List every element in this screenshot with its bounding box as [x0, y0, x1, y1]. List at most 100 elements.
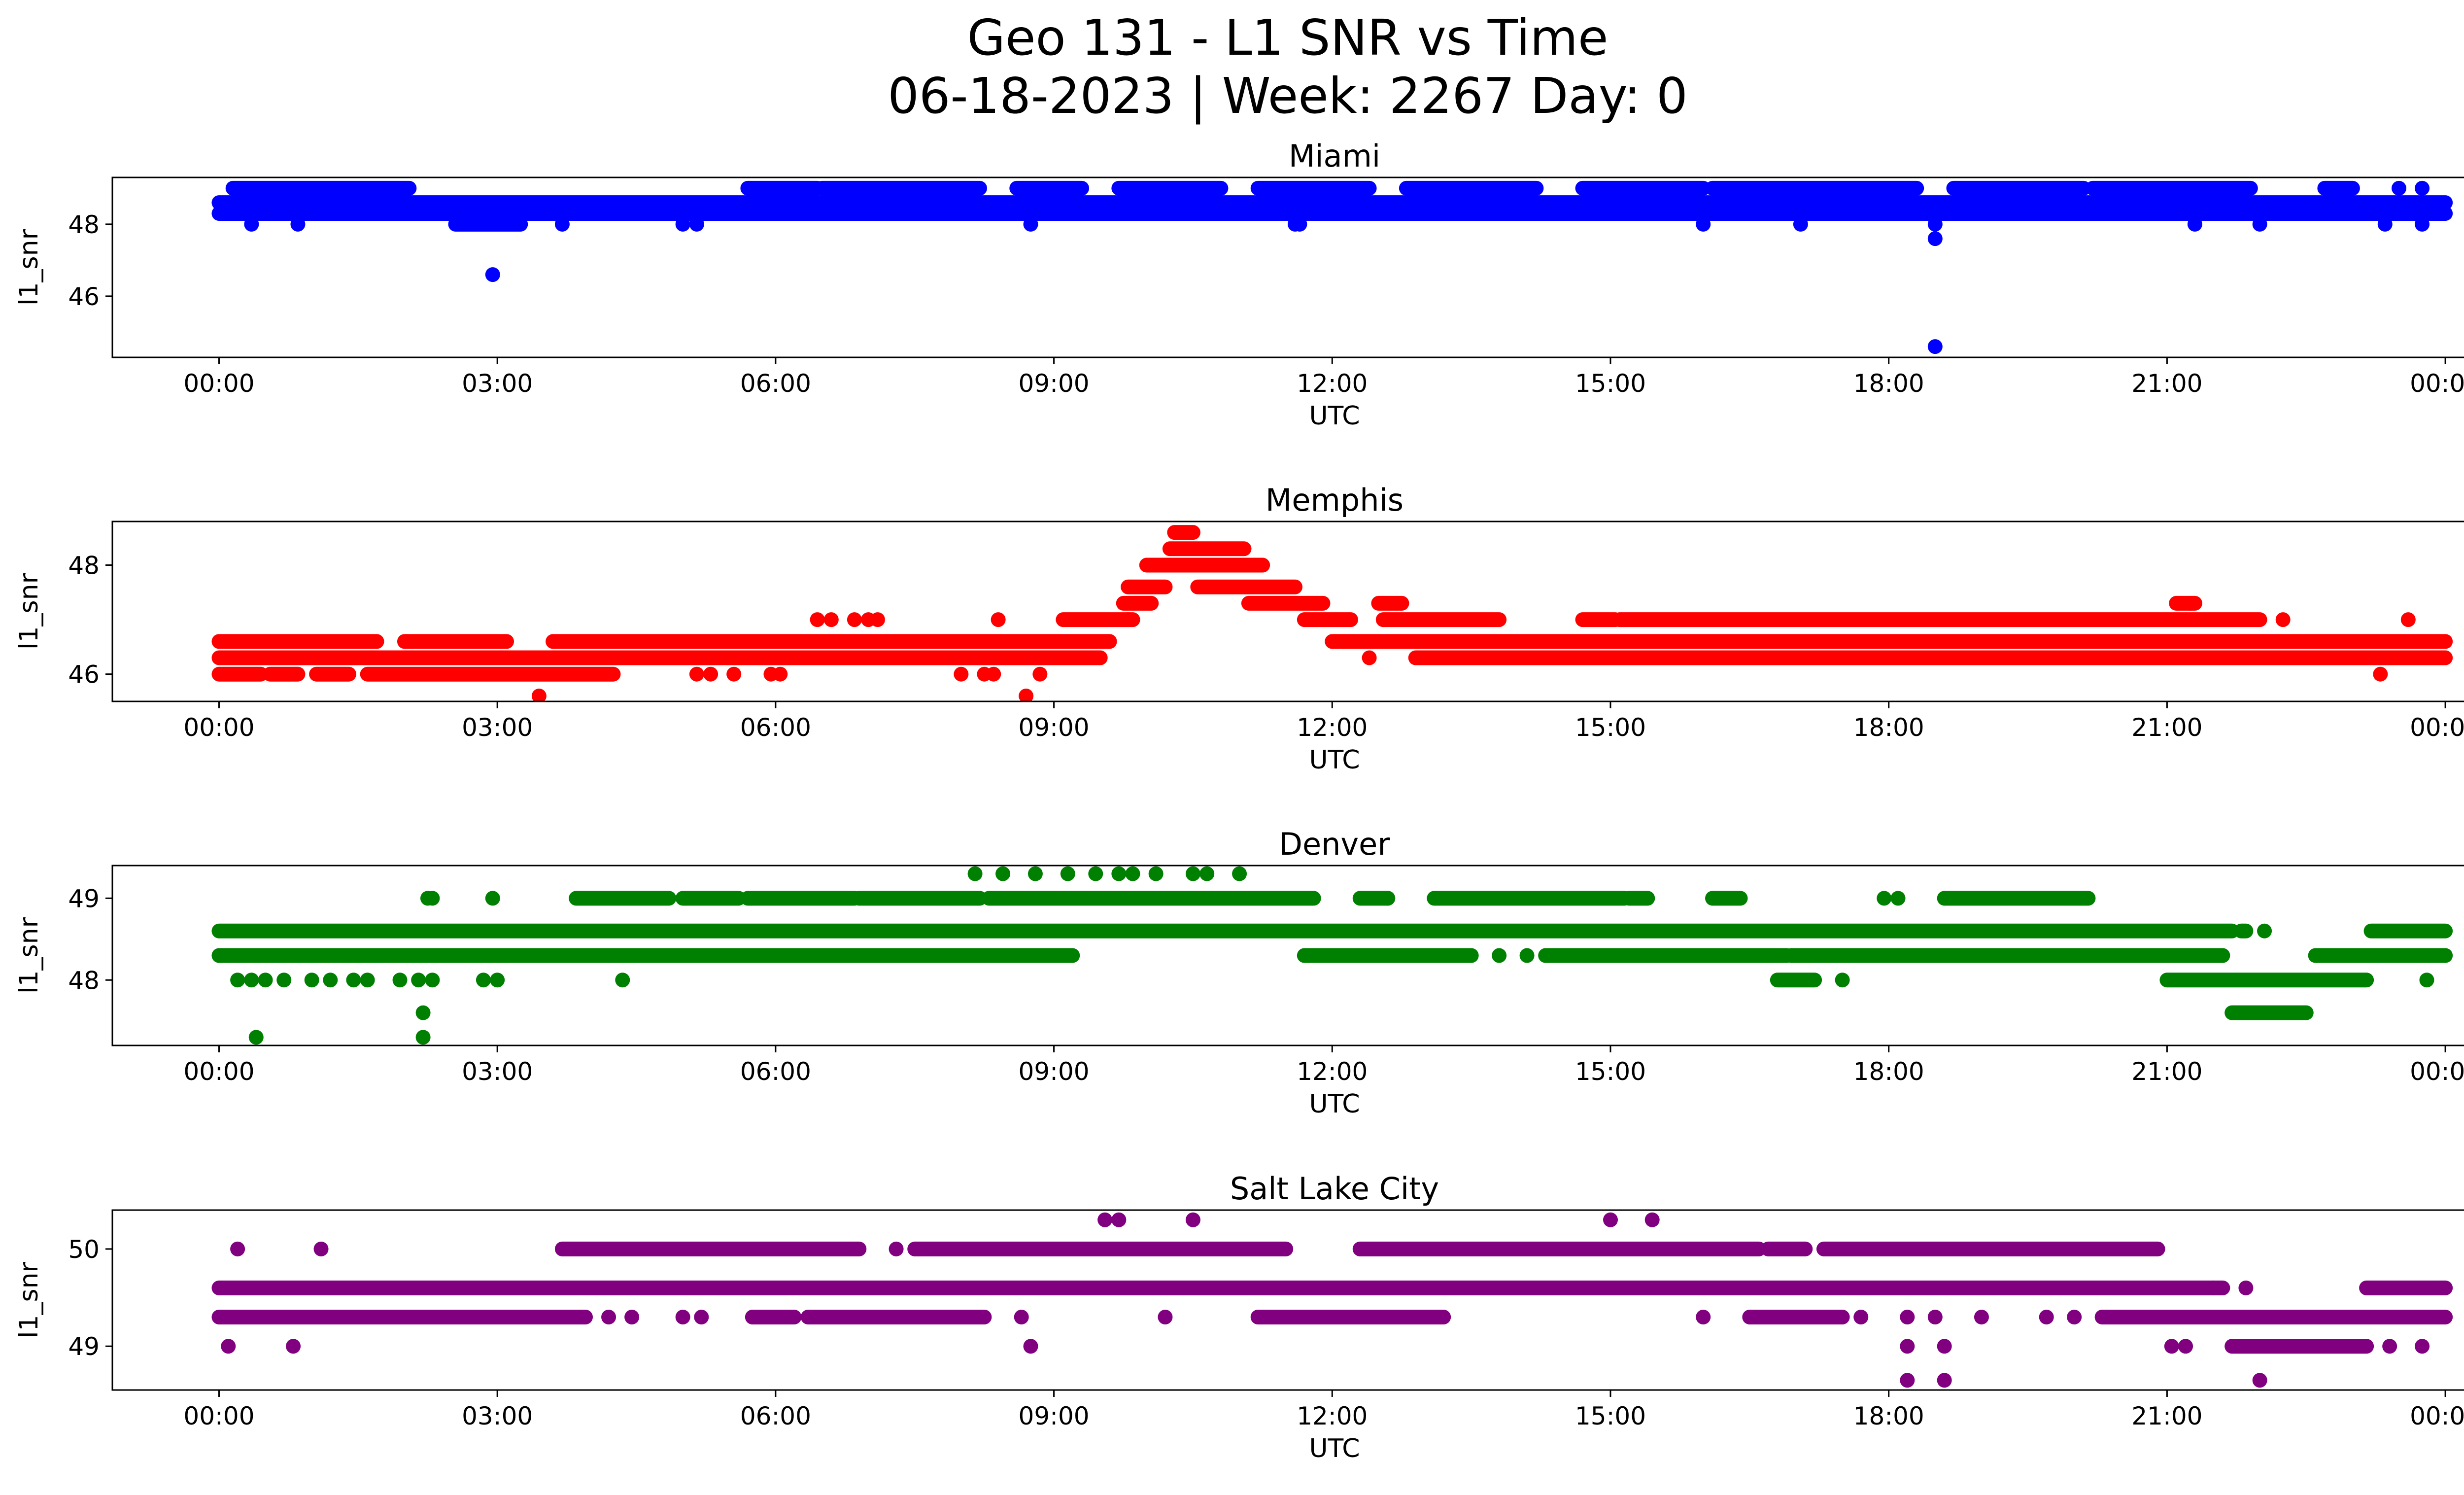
data-point	[290, 216, 306, 232]
data-point	[1023, 1339, 1038, 1354]
data-point	[1292, 216, 1307, 232]
data-point	[1927, 231, 1943, 246]
data-point	[1927, 216, 1943, 232]
data-point	[2187, 216, 2202, 232]
subplot-title: Salt Lake City	[1230, 1171, 1439, 1207]
x-tick-label: 15:00	[1575, 713, 1646, 742]
scatter-series	[211, 1212, 2453, 1388]
data-point	[2164, 1339, 2179, 1354]
x-tick-label: 21:00	[2131, 1057, 2202, 1086]
data-point	[1900, 1373, 1915, 1388]
figure-title-line-2: 06-18-2023 | Week: 2267 Day: 0	[888, 67, 1688, 125]
data-point	[2183, 595, 2198, 611]
data-point	[2275, 612, 2291, 627]
scatter-series	[211, 180, 2453, 354]
data-point	[1232, 866, 1247, 881]
x-tick-label: 09:00	[1019, 1402, 1090, 1430]
data-point	[1890, 891, 1906, 906]
data-point	[1014, 1310, 1029, 1325]
data-point	[230, 1241, 245, 1256]
plot-frame	[111, 1209, 2464, 1391]
data-point	[1380, 891, 1396, 906]
x-tick-label: 00:00	[183, 369, 254, 398]
y-tick-label: 49	[68, 884, 100, 913]
data-point	[1835, 973, 1850, 988]
data-point	[531, 688, 547, 701]
y-axis-label: l1_snr	[14, 917, 44, 994]
data-point	[554, 216, 570, 232]
y-axis-label: l1_snr	[14, 573, 44, 650]
x-tick-label: 18:00	[1853, 1057, 1924, 1086]
y-tick-label: 48	[68, 210, 100, 239]
data-point	[1519, 948, 1535, 963]
data-point	[2415, 180, 2430, 196]
data-point	[694, 1310, 709, 1325]
data-point	[1097, 1212, 1113, 1227]
data-point	[1937, 1339, 1952, 1354]
data-point	[2067, 1310, 2082, 1325]
x-tick-label: 00:00	[2410, 369, 2464, 398]
data-point	[415, 1005, 431, 1020]
x-tick-label: 15:00	[1575, 1402, 1646, 1430]
data-point	[2373, 666, 2388, 682]
data-point	[1603, 1212, 1618, 1227]
y-axis-label: l1_snr	[14, 229, 44, 306]
subplot-3: Salt Lake City 00:00 03:00 06:00 09:00 12:00 1…	[14, 1171, 2464, 1463]
data-point	[2377, 216, 2393, 232]
data-point	[490, 973, 505, 988]
x-tick-label: 15:00	[1575, 1057, 1646, 1086]
data-point	[2252, 216, 2267, 232]
x-tick-label: 00:00	[2410, 1402, 2464, 1430]
data-point	[485, 891, 500, 906]
data-point	[221, 1339, 236, 1354]
data-point	[889, 1241, 904, 1256]
figure-title: Geo 131 - L1 SNR vs Time 06-18-2023 | We…	[0, 9, 2464, 125]
data-point	[1696, 1310, 1711, 1325]
data-point	[954, 666, 969, 682]
data-point	[2415, 216, 2430, 232]
x-tick-label: 12:00	[1297, 713, 1368, 742]
data-point	[304, 973, 319, 988]
x-tick-label: 00:00	[2410, 713, 2464, 742]
data-point	[425, 891, 440, 906]
data-point	[2382, 1339, 2397, 1354]
data-point	[1362, 650, 1377, 665]
plot-frame	[111, 176, 2464, 358]
data-point	[689, 666, 704, 682]
data-point	[1927, 339, 1943, 354]
x-tick-label: 12:00	[1297, 1402, 1368, 1430]
data-point	[2415, 1339, 2430, 1354]
x-tick-label: 15:00	[1575, 369, 1646, 398]
x-tick-label: 06:00	[740, 369, 811, 398]
y-tick-label: 46	[68, 282, 100, 311]
data-point	[1125, 866, 1140, 881]
data-point	[1121, 612, 1136, 627]
x-tick-label: 21:00	[2131, 1402, 2202, 1430]
x-axis-label: UTC	[1309, 745, 1360, 775]
subplot-title: Memphis	[1266, 482, 1403, 518]
data-point	[847, 612, 862, 627]
data-point	[2173, 1310, 2189, 1325]
data-point	[230, 973, 245, 988]
data-point	[411, 973, 426, 988]
x-tick-label: 00:00	[183, 1402, 254, 1430]
x-tick-label: 06:00	[740, 713, 811, 742]
x-tick-label: 18:00	[1853, 1402, 1924, 1430]
data-point	[615, 973, 630, 988]
x-axis-label: UTC	[1309, 1434, 1360, 1463]
data-point	[2392, 180, 2406, 196]
x-tick-label: 18:00	[1853, 713, 1924, 742]
x-axis-label: UTC	[1309, 1089, 1360, 1119]
x-tick-label: 03:00	[462, 1402, 533, 1430]
x-tick-label: 06:00	[740, 1402, 811, 1430]
data-point	[991, 612, 1006, 627]
data-point	[995, 866, 1011, 881]
data-point	[1019, 688, 1034, 701]
x-tick-label: 03:00	[462, 1057, 533, 1086]
data-point	[601, 1310, 616, 1325]
figure-title-line-1: Geo 131 - L1 SNR vs Time	[967, 9, 1608, 67]
data-point	[1158, 1310, 1173, 1325]
x-tick-label: 00:00	[183, 713, 254, 742]
data-point	[675, 1310, 690, 1325]
